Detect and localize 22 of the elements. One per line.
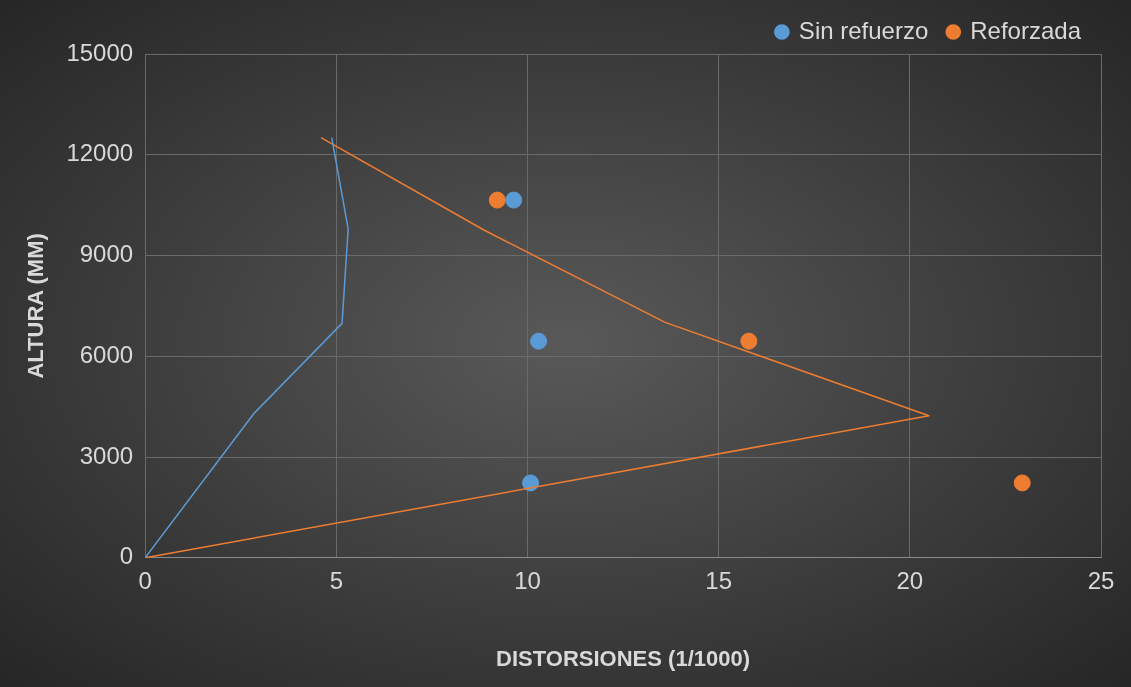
legend-label: Reforzada [970, 16, 1082, 44]
point [530, 332, 548, 350]
point [522, 474, 540, 492]
x-tick-label: 20 [896, 566, 924, 594]
y-axis-title: ALTURA (MM) [23, 233, 49, 379]
x-tick-label: 15 [705, 566, 733, 594]
x-tick-label: 25 [1087, 566, 1115, 594]
point [740, 332, 758, 350]
x-axis-title: DISTORSIONES (1/1000) [496, 645, 751, 671]
legend-label: Sin refuerzo [798, 16, 929, 44]
point [488, 191, 506, 209]
y-tick-label: 12000 [66, 139, 134, 167]
y-tick-label: 3000 [79, 441, 134, 469]
y-tick-label: 15000 [66, 38, 134, 66]
x-tick-label: 10 [514, 566, 541, 594]
y-tick-label: 9000 [79, 240, 134, 268]
point [505, 191, 523, 209]
y-tick-label: 6000 [79, 340, 134, 368]
point [1013, 474, 1031, 492]
y-tick-label: 0 [119, 542, 134, 570]
x-tick-label: 0 [138, 566, 152, 594]
x-tick-label: 5 [329, 566, 343, 594]
